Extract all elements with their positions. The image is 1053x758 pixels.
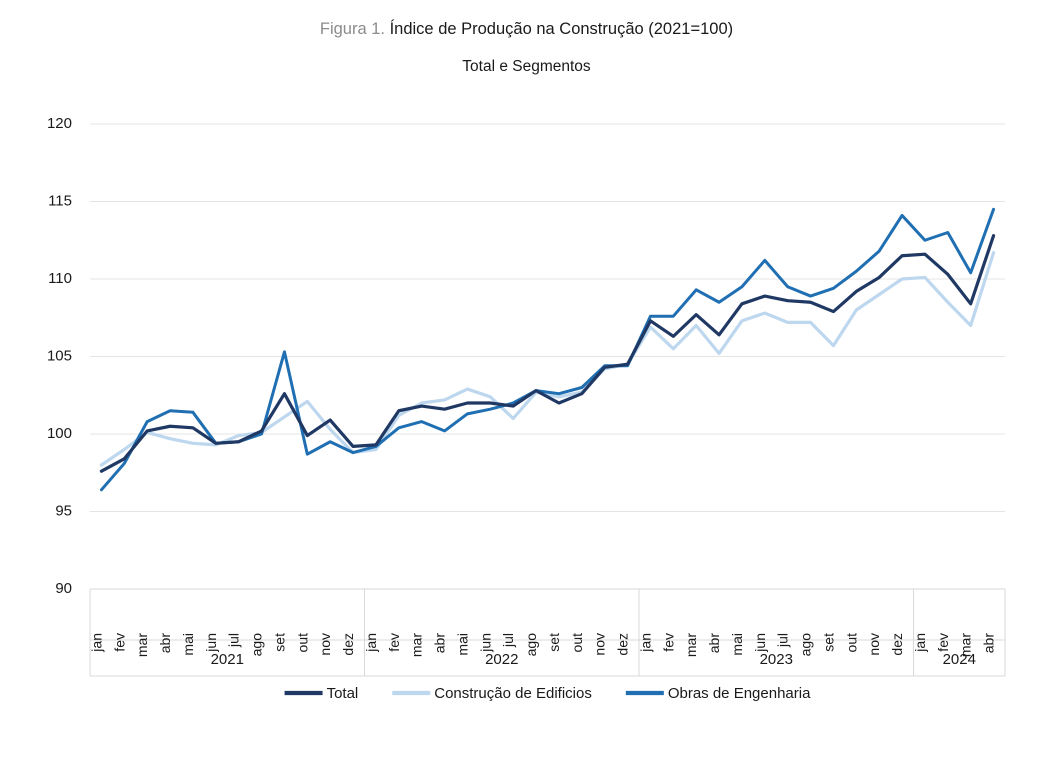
x-tick-label: set xyxy=(820,633,836,652)
y-axis-ticklabels: 90 95 100 105 110 115 120 xyxy=(47,115,72,597)
x-tick-label: mai xyxy=(454,633,470,656)
legend-label-obras-de-engenharia: Obras de Engenharia xyxy=(668,685,811,702)
x-tick-label: jan xyxy=(912,633,928,653)
x-tick-label: abr xyxy=(981,633,997,654)
series-group xyxy=(99,207,996,492)
x-tick-label: abr xyxy=(432,633,448,654)
y-tick-label: 95 xyxy=(55,502,72,519)
series-line-total xyxy=(99,234,996,473)
title-prefix: Figura 1. xyxy=(319,20,385,38)
y-tick-label: 110 xyxy=(48,270,72,287)
x-tick-label: mar xyxy=(683,633,699,657)
x-tick-label: nov xyxy=(592,633,608,656)
x-tick-label: nov xyxy=(317,633,333,656)
x-tick-label: jun xyxy=(752,633,768,653)
x-tick-label: mai xyxy=(729,633,745,656)
x-tick-label: ago xyxy=(249,633,265,657)
page-title: Figura 1. Índice de Produção na Construç… xyxy=(0,18,1053,40)
x-tick-label: fev xyxy=(660,633,676,652)
y-tick-label: 100 xyxy=(47,425,72,442)
x-tick-label: mai xyxy=(180,633,196,656)
series-line-obras-de-engenharia xyxy=(99,207,996,492)
x-tick-label: jul xyxy=(775,633,791,648)
title-body: Índice de Produção na Construção (2021=1… xyxy=(385,20,734,38)
x-tick-label: dez xyxy=(889,633,905,656)
chart-legend: Total Construção de Edificios Obras de Eng… xyxy=(284,685,811,702)
x-tick-label: mar xyxy=(958,633,974,657)
x-axis-group-labels: 2021 2022 2023 2024 xyxy=(211,589,976,676)
x-tick-label: abr xyxy=(706,633,722,654)
x-tick-label: nov xyxy=(866,633,882,656)
series-line-constru-o-de-edificios xyxy=(99,251,996,467)
x-tick-label: jul xyxy=(500,633,516,648)
y-tick-label: 105 xyxy=(47,347,72,364)
legend-label-total: Total xyxy=(327,685,359,702)
x-tick-label: fev xyxy=(111,633,127,652)
x-tick-label: out xyxy=(294,633,310,653)
x-tick-label: ago xyxy=(523,633,539,657)
legend-label-constru-o-de-edificios: Construção de Edificios xyxy=(434,685,592,702)
x-tick-label: jan xyxy=(637,633,653,653)
x-tick-label: jan xyxy=(88,633,104,653)
x-tick-label: jul xyxy=(226,633,242,648)
x-tick-label: abr xyxy=(157,633,173,654)
axis-frame xyxy=(89,588,1006,677)
x-tick-label: set xyxy=(271,633,287,652)
x-axis-ticklabels: jan fev mar abr mai jun jul ago set out nov dez jan f… xyxy=(88,633,996,657)
x-tick-label: out xyxy=(843,633,859,653)
x-tick-label: mar xyxy=(134,633,150,657)
x-group-label: 2022 xyxy=(485,651,518,668)
x-tick-label: set xyxy=(546,633,562,652)
y-tick-label: 115 xyxy=(48,192,72,209)
x-tick-label: jun xyxy=(477,633,493,653)
x-tick-label: dez xyxy=(340,633,356,656)
x-tick-label: jun xyxy=(203,633,219,653)
x-tick-label: dez xyxy=(615,633,631,656)
x-group-label: 2021 xyxy=(211,651,244,668)
x-tick-label: out xyxy=(569,633,585,653)
y-tick-label: 120 xyxy=(47,115,72,132)
x-group-label: 2023 xyxy=(760,651,793,668)
x-tick-label: ago xyxy=(798,633,814,657)
x-tick-label: mar xyxy=(409,633,425,657)
x-group-label: 2024 xyxy=(943,651,976,668)
x-tick-label: jan xyxy=(363,633,379,653)
y-tick-label: 90 xyxy=(55,580,72,597)
x-tick-label: fev xyxy=(935,633,951,652)
title-block: Figura 1. Índice de Produção na Construç… xyxy=(0,18,1053,78)
page-subtitle: Total e Segmentos xyxy=(462,58,591,75)
gridlines-group xyxy=(90,123,1005,590)
x-tick-label: fev xyxy=(386,633,402,652)
